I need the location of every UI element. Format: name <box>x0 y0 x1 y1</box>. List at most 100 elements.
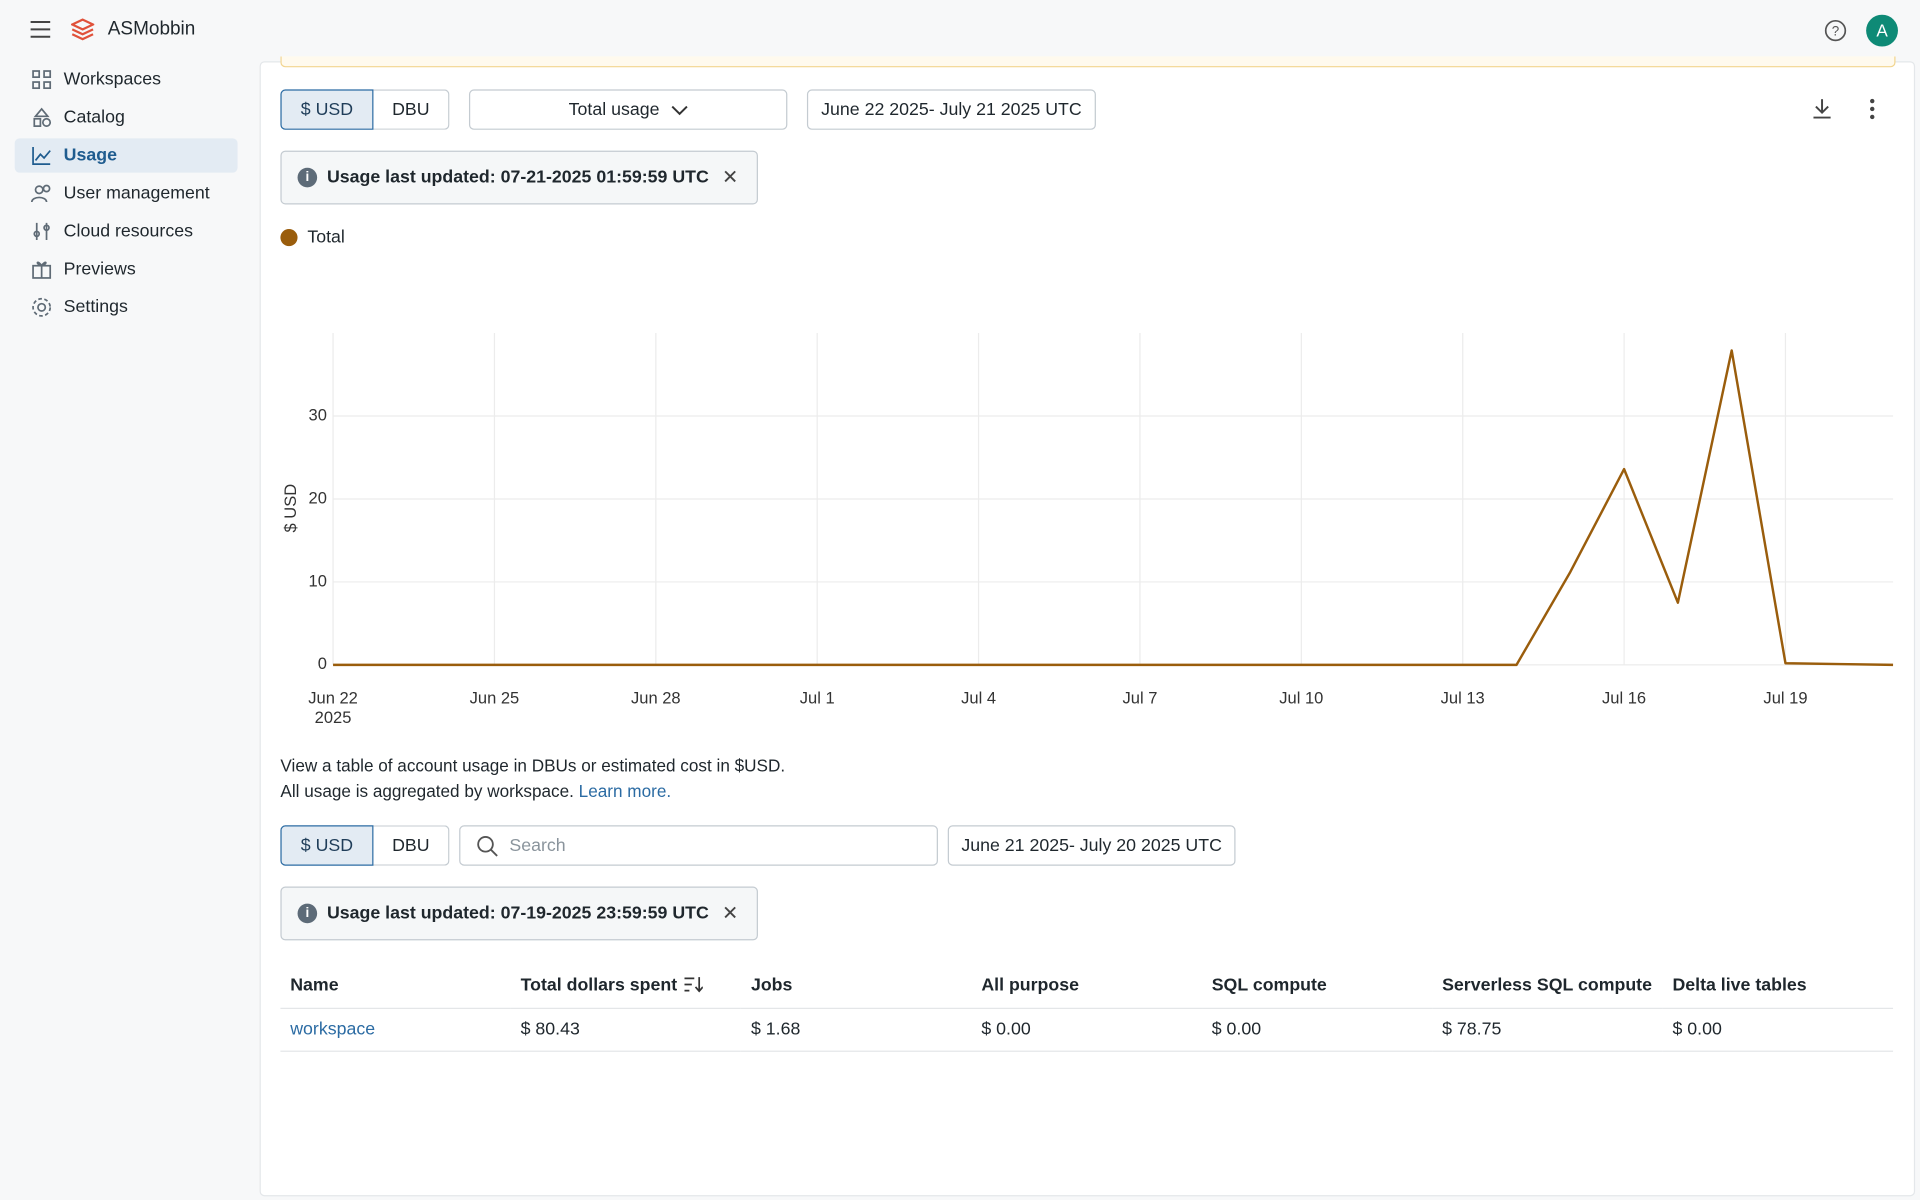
x-tick-label: Jun 22 <box>308 689 358 708</box>
x-tick-label: Jul 1 <box>800 689 835 708</box>
nav-label: Workspaces <box>63 69 162 90</box>
x-tick-label: Jul 10 <box>1279 689 1323 708</box>
usage-table: Name Total dollars spent Jobs All purpose SQ… <box>280 963 1894 1052</box>
nav-item[interactable]: Settings <box>15 290 238 324</box>
table-cell: $ 78.75 <box>1432 1008 1663 1052</box>
column-header: Total dollars spent <box>510 963 742 1009</box>
nav-icon <box>32 146 51 165</box>
date-range[interactable]: June 21 2025- July 20 2025 UTC <box>947 825 1236 866</box>
search-icon <box>477 835 498 856</box>
unit-toggle[interactable]: $ USD <box>280 89 374 130</box>
y-tick-label: 20 <box>309 488 327 507</box>
table-cell: $ 1.68 <box>741 1008 972 1052</box>
close-button[interactable]: ✕ <box>721 903 739 925</box>
nav-icon <box>32 261 52 279</box>
nav-item[interactable]: Catalog <box>15 100 238 134</box>
x-year-label: 2025 <box>315 708 352 727</box>
table-cell: $ 0.00 <box>1201 1008 1433 1052</box>
x-tick-label: Jul 16 <box>1602 689 1646 708</box>
column-title: Name <box>290 975 339 996</box>
y-tick-label: 10 <box>309 571 327 590</box>
nav-item[interactable]: Previews <box>15 252 238 286</box>
column-header: All purpose <box>971 963 1202 1009</box>
notice-text: Usage last updated: 07-19-2025 23:59:59 … <box>326 903 709 924</box>
table-cell: $ 80.43 <box>510 1008 742 1052</box>
workspace-link[interactable]: workspace <box>280 1008 511 1052</box>
x-tick-label: Jul 7 <box>1123 689 1158 708</box>
nav-item[interactable]: Usage <box>14 138 238 173</box>
learn-more-link[interactable]: Learn more. <box>578 781 672 801</box>
column-title: Delta live tables <box>1672 975 1807 996</box>
close-button[interactable]: ✕ <box>721 167 739 189</box>
search-box[interactable]: Search <box>459 825 938 866</box>
y-tick-label: 0 <box>318 654 327 673</box>
nav-item[interactable]: User management <box>15 176 238 210</box>
table-cell: $ 0.00 <box>971 1008 1202 1052</box>
table-row: workspace $ 80.43 $ 1.68 $ 0.00 $ 0.00 $ 78.7… <box>280 1008 1894 1052</box>
legend-label: Total <box>307 227 345 248</box>
nav-item[interactable]: Workspaces <box>15 62 238 96</box>
column-header: Jobs <box>741 963 972 1009</box>
svg-text:?: ? <box>1832 23 1839 38</box>
nav-icon <box>32 297 52 317</box>
view-label: Total usage <box>568 99 660 120</box>
y-tick-label: 30 <box>309 405 327 424</box>
notice-text: Usage last updated: 07-21-2025 01:59:59 … <box>326 167 709 188</box>
date-range[interactable]: June 22 2025- July 21 2025 UTC <box>806 89 1096 130</box>
table-cell: $ 0.00 <box>1662 1008 1894 1052</box>
app-name: ASMobbin <box>107 18 196 40</box>
column-title: Jobs <box>750 975 793 996</box>
logo <box>71 18 95 41</box>
description: All usage is aggregated by workspace. Le… <box>280 781 671 801</box>
column-header: SQL compute <box>1201 963 1433 1009</box>
nav-label: Cloud resources <box>63 221 193 242</box>
legend: Total <box>280 227 345 248</box>
nav-label: Catalog <box>63 107 125 128</box>
info-icon: i <box>297 167 318 188</box>
x-tick-label: Jul 13 <box>1441 689 1485 708</box>
column-title: All purpose <box>981 975 1080 996</box>
menu-button[interactable] <box>29 20 51 40</box>
unit-toggle[interactable]: $ USD <box>280 825 374 866</box>
nav-icon <box>30 184 51 203</box>
header-row: Name Total dollars spent Jobs All purpose SQ… <box>280 963 1894 1009</box>
sort-icon[interactable] <box>683 976 704 993</box>
avatar[interactable]: A <box>1866 14 1898 47</box>
y-axis-label: $ USD <box>281 484 300 533</box>
unit-toggle[interactable]: DBU <box>373 825 450 866</box>
banner <box>280 56 1896 68</box>
nav-label: Settings <box>63 297 128 318</box>
description-text: All usage is aggregated by workspace. <box>280 781 574 801</box>
column-title: Total dollars spent <box>520 975 678 996</box>
table-body: workspace $ 80.43 $ 1.68 $ 0.00 $ 0.00 $ 78.7… <box>280 1008 1894 1052</box>
search-placeholder: Search <box>509 835 566 856</box>
x-tick-label: Jul 4 <box>961 689 996 708</box>
nav-label: User management <box>63 183 210 204</box>
chevron <box>671 105 688 115</box>
nav-label: Usage <box>63 145 117 166</box>
nav-label: Previews <box>63 259 136 280</box>
column-title: SQL compute <box>1211 975 1327 996</box>
x-tick-label: Jun 28 <box>631 689 681 708</box>
unit-toggle[interactable]: DBU <box>373 89 450 130</box>
info-icon: i <box>297 903 318 924</box>
series-line <box>333 349 1894 667</box>
description: View a table of account usage in DBUs or… <box>280 755 786 776</box>
nav-icon <box>32 70 52 90</box>
column-header: Delta live tables <box>1662 963 1894 1009</box>
help-button[interactable]: ? <box>1824 19 1847 42</box>
x-tick-label: Jul 19 <box>1763 689 1807 708</box>
sidebar-nav: Workspaces Catalog Usage User management Clo… <box>14 62 238 328</box>
download-button[interactable] <box>1811 98 1833 120</box>
column-title: Serverless SQL compute <box>1442 975 1652 996</box>
nav-icon <box>33 222 50 241</box>
column-header: Serverless SQL compute <box>1432 963 1663 1009</box>
nav-item[interactable]: Cloud resources <box>15 214 238 248</box>
view-dropdown[interactable]: Total usage <box>468 89 788 130</box>
more-button[interactable] <box>1861 98 1883 120</box>
x-tick-label: Jun 25 <box>470 689 520 708</box>
update-notice: i Usage last updated: 07-19-2025 23:59:59… <box>280 886 758 941</box>
